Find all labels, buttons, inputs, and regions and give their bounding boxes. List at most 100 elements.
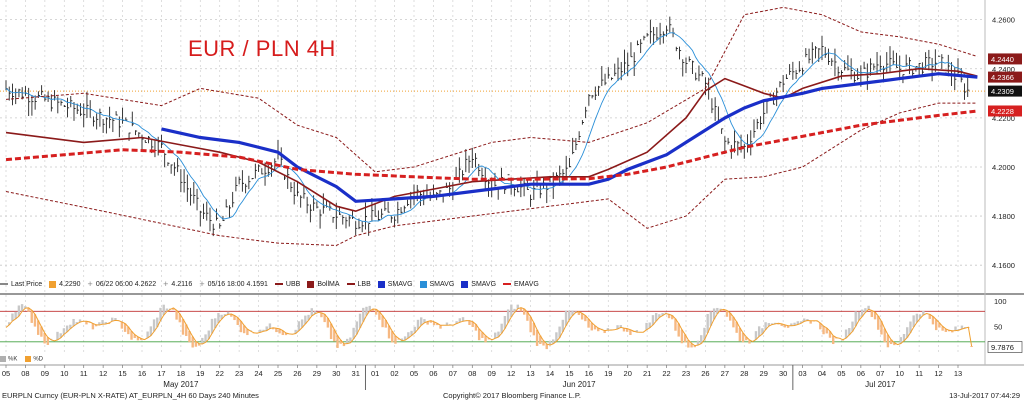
footer: EURPLN Curncy (EUR-PLN X-RATE) AT_EURPLN… — [0, 390, 1024, 401]
series-bollma-line — [5, 67, 978, 213]
oscillator-legend-item: %D — [25, 355, 44, 363]
y-tick-label: 4.1800 — [992, 212, 1015, 221]
legend-label: LBB — [357, 280, 371, 288]
price-tag-label: 4.2440 — [991, 55, 1014, 64]
legend-swatch — [274, 283, 283, 285]
price-tag-label: 4.2309 — [991, 87, 1014, 96]
legend-swatch — [419, 280, 427, 288]
x-tick-label: 26 — [293, 369, 301, 378]
x-tick-label: 25 — [274, 369, 282, 378]
x-tick-label: 08 — [21, 369, 29, 378]
x-tick-label: 28 — [740, 369, 748, 378]
legend-swatch — [0, 283, 8, 285]
y-tick-label: 4.2600 — [992, 16, 1015, 25]
legend-item: +4.2116 — [163, 278, 193, 289]
legend-swatch — [49, 280, 57, 288]
oscillator-d-line — [5, 307, 973, 347]
x-tick-label: 04 — [818, 369, 826, 378]
x-tick-label: 24 — [254, 369, 262, 378]
x-tick-label: 16 — [138, 369, 146, 378]
x-tick-label: 23 — [235, 369, 243, 378]
x-tick-label: 20 — [624, 369, 632, 378]
legend-swatch — [461, 280, 469, 288]
legend-item: +05/16 18:00 4.1591 — [199, 278, 268, 289]
series-emavg-line — [5, 109, 978, 181]
x-tick-label: 27 — [721, 369, 729, 378]
footer-copyright: Copyright© 2017 Bloomberg Finance L.P. — [443, 391, 581, 400]
legend-label: 06/22 06:00 4.2622 — [95, 280, 157, 288]
x-tick-label: 07 — [449, 369, 457, 378]
x-tick-label: 30 — [332, 369, 340, 378]
x-tick-label: 22 — [662, 369, 670, 378]
oscillator-value-label: 9.7876 — [991, 343, 1014, 352]
x-tick-label: 17 — [157, 369, 165, 378]
x-tick-label: 13 — [954, 369, 962, 378]
x-tick-label: 15 — [565, 369, 573, 378]
legend-item: SMAVG — [377, 280, 413, 288]
legend-item: EMAVG — [503, 281, 539, 288]
oscillator-legend: %K %D — [0, 353, 43, 365]
legend-label: SMAVG — [429, 280, 455, 288]
chart-title: EUR / PLN 4H — [188, 36, 336, 61]
oscillator-legend-item: %K — [0, 355, 18, 363]
x-tick-label: 12 — [507, 369, 515, 378]
x-tick-label: 26 — [701, 369, 709, 378]
x-tick-label: 29 — [313, 369, 321, 378]
legend-item: SMAVG — [461, 280, 497, 288]
x-tick-label: 11 — [80, 369, 88, 378]
x-tick-label: 01 — [371, 369, 379, 378]
oscillator-value-tag — [987, 341, 1023, 353]
legend-swatch: + — [87, 278, 93, 289]
legend-swatch: + — [163, 278, 169, 289]
x-tick-label: 02 — [390, 369, 398, 378]
x-month-label: May 2017 — [163, 380, 199, 389]
price-tag-label: 4.2228 — [991, 107, 1014, 116]
y-tick-label: 4.2200 — [992, 114, 1015, 123]
legend-swatch — [377, 280, 385, 288]
x-tick-label: 19 — [604, 369, 612, 378]
legend-swatch — [0, 355, 6, 362]
legend-item: SMAVG — [419, 280, 455, 288]
x-tick-label: 09 — [488, 369, 496, 378]
x-tick-label: 10 — [60, 369, 68, 378]
x-tick-label: 05 — [837, 369, 845, 378]
series-lbb-line — [5, 102, 978, 247]
x-tick-label: 11 — [915, 369, 923, 378]
legend-label: EMAVG — [514, 280, 539, 288]
x-tick-label: 19 — [196, 369, 204, 378]
fast-smavg-line — [5, 32, 969, 223]
legend-swatch — [307, 280, 315, 288]
oscillator-tick-label: 100 — [994, 297, 1007, 306]
x-tick-label: 10 — [896, 369, 904, 378]
x-month-label: Jun 2017 — [563, 380, 596, 389]
x-tick-label: 08 — [468, 369, 476, 378]
legend-label: BollMA — [317, 280, 340, 288]
oscillator-fill — [8, 304, 973, 350]
legend-item: +06/22 06:00 4.2622 — [87, 278, 157, 289]
x-tick-label: 12 — [99, 369, 107, 378]
legend-item: 4.2290 — [49, 280, 81, 288]
x-tick-label: 22 — [216, 369, 224, 378]
footer-security: EURPLN Curncy (EUR-PLN X-RATE) AT_EURPLN… — [2, 391, 259, 400]
price-tag — [988, 85, 1022, 97]
legend-label: SMAVG — [471, 280, 497, 288]
x-tick-label: 29 — [760, 369, 768, 378]
legend-label: %K — [8, 356, 18, 363]
x-tick-label: 06 — [857, 369, 865, 378]
price-tag — [988, 105, 1022, 117]
x-month-label: Jul 2017 — [865, 380, 896, 389]
legend: Last Price 4.2290 +06/22 06:00 4.2622 +4.21… — [0, 277, 986, 291]
legend-label: 4.2116 — [171, 280, 193, 288]
legend-label: %D — [33, 356, 44, 363]
legend-label: UBB — [285, 280, 301, 288]
price-tag — [988, 53, 1022, 65]
x-tick-label: 23 — [682, 369, 690, 378]
x-tick-label: 05 — [2, 369, 10, 378]
oscillator-tick-label: 50 — [994, 323, 1002, 332]
x-tick-label: 15 — [118, 369, 126, 378]
legend-swatch: + — [199, 278, 205, 289]
x-tick-label: 21 — [643, 369, 651, 378]
